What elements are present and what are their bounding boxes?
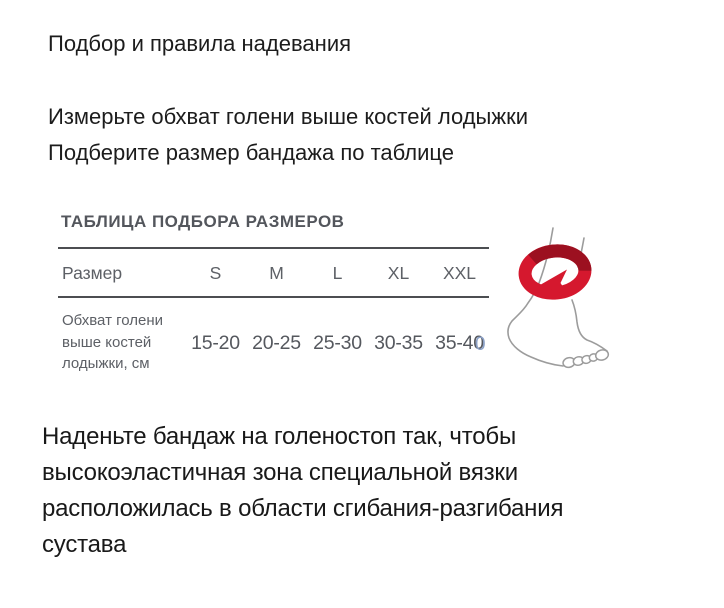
circumference-label-line-3: лодыжки, см	[62, 355, 150, 372]
value-cell-m: 20-25	[252, 332, 301, 354]
value-cell-s: 15-20	[191, 332, 240, 354]
rotation-band-icon	[518, 244, 592, 300]
band-inner-shadow-arc	[528, 244, 592, 272]
table-divider-top	[58, 247, 489, 249]
intro-line-1: Измерьте обхват голени выше костей лодыж…	[48, 104, 529, 129]
intro-line-2: Подберите размер бандажа по таблице	[48, 140, 454, 165]
value-cell-xl: 30-35	[374, 332, 423, 354]
value-cell-l: 25-30	[313, 332, 362, 354]
size-cell-s: S	[209, 263, 222, 283]
table-divider-bottom	[58, 296, 489, 298]
instruction-line-4: сустава	[42, 531, 127, 558]
big-toe	[594, 349, 610, 361]
circumference-label-line-1: Обхват голени	[62, 312, 164, 329]
instruction-line-2: высокоэластичная зона специальной вязки	[42, 459, 518, 486]
instruction-line-1: Наденьте бандаж на голеностоп так, чтобы	[42, 423, 517, 450]
page-title: Подбор и правила надевания	[48, 31, 352, 56]
circumference-label-line-2: выше костей	[62, 333, 152, 351]
intro-paragraph: Измерьте обхват голени выше костей лодыж…	[48, 99, 528, 171]
size-cell-xxl: XXL	[442, 263, 477, 283]
size-table-header-row: Размер S M L XL XXL	[58, 263, 490, 284]
ankle-foot-illustration	[507, 227, 610, 369]
size-table-values-row: 15-20 20-25 25-30 30-35 35-40	[58, 332, 490, 355]
instruction-line-3: расположилась в области сгибания-разгиба…	[42, 495, 564, 522]
stray-blue-zero-text: 0	[475, 334, 486, 355]
toes-group	[562, 349, 610, 369]
wearing-instruction-paragraph: Наденьте бандаж на голеностоп так, чтобы…	[42, 419, 563, 563]
foot-top-instep-line	[571, 299, 608, 352]
size-cell-m: M	[269, 263, 284, 283]
size-cell-l: L	[332, 263, 343, 283]
size-row-label: Размер	[62, 263, 123, 283]
band-arrowhead	[540, 269, 569, 296]
size-cell-xl: XL	[387, 263, 410, 283]
circumference-row-label: Обхват голени выше костей лодыжки, см	[62, 310, 163, 375]
foot-outline-heel-sole	[507, 227, 564, 367]
value-cell-xxl: 35-40	[435, 332, 484, 354]
size-table-heading: ТАБЛИЦА ПОДБОРА РАЗМЕРОВ	[61, 212, 345, 231]
